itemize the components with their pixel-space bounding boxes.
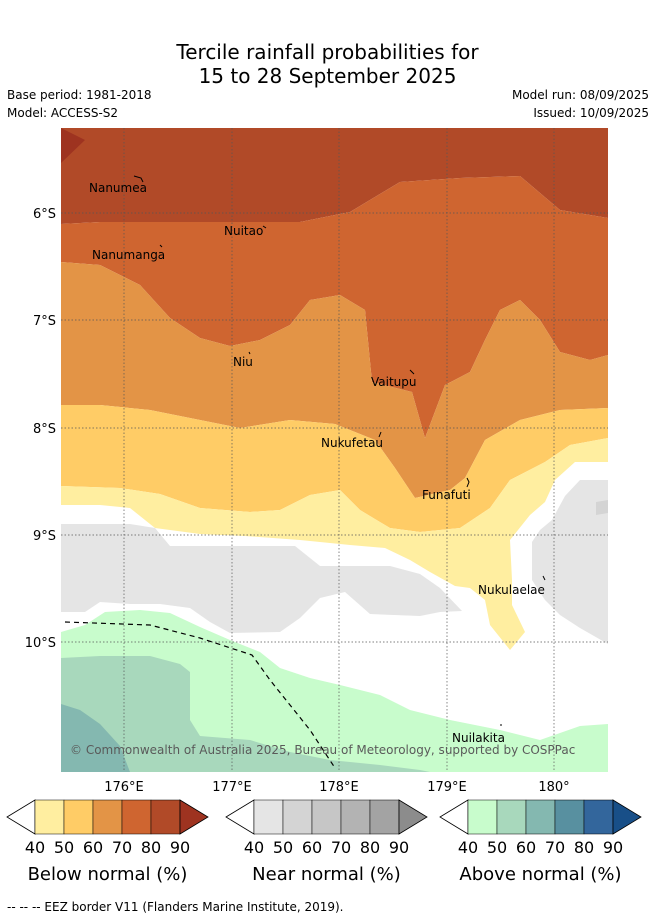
above-normal-colorbar-tick: 50 bbox=[487, 838, 507, 857]
near-normal-colorbar-high-extend bbox=[398, 799, 428, 835]
eez-footnote: -- -- -- EEZ border V11 (Flanders Marine… bbox=[7, 900, 344, 914]
above-normal-60-band bbox=[61, 704, 130, 772]
near-normal-colorbar-tick: 80 bbox=[360, 838, 380, 857]
above-normal-50-band bbox=[61, 656, 430, 772]
near-normal-40-patch-east bbox=[532, 480, 608, 644]
eez-border bbox=[64, 621, 336, 769]
lat-label-9s: 9°S bbox=[33, 529, 56, 544]
lat-label-7s: 7°S bbox=[33, 314, 56, 329]
below-normal-colorbar-high-extend bbox=[179, 799, 209, 835]
below-normal-colorbar-tick: 60 bbox=[83, 838, 103, 857]
label-nanumanga: Nanumanga bbox=[92, 248, 165, 262]
below-normal-60-band bbox=[61, 262, 608, 498]
label-nanumea: Nanumea bbox=[89, 181, 147, 195]
label-nuitao: Nuitao bbox=[224, 224, 263, 238]
near-normal-colorbar-cell bbox=[369, 799, 400, 835]
near-normal-colorbar-cell bbox=[311, 799, 342, 835]
below-normal-colorbar-cell bbox=[63, 799, 94, 835]
lon-label-176e: 176°E bbox=[104, 780, 144, 795]
near-normal-40-patch-west bbox=[61, 524, 462, 633]
below-normal-70-band bbox=[61, 176, 608, 438]
lat-label-6s: 6°S bbox=[33, 207, 56, 222]
above-normal-colorbar-tick: 70 bbox=[545, 838, 565, 857]
below-normal-80-band bbox=[61, 128, 608, 224]
below-normal-colorbar: 40 50 60 70 80 90 Below normal (%) bbox=[6, 799, 209, 885]
below-normal-colorbar-tick: 40 bbox=[25, 838, 45, 857]
colorbar-group: 40 50 60 70 80 90 Below normal (%) 40 50 60 70 80 90… bbox=[6, 799, 642, 885]
lat-label-10s: 10°S bbox=[25, 636, 56, 651]
near-normal-colorbar-cell bbox=[340, 799, 371, 835]
below-normal-40-band bbox=[61, 438, 608, 650]
label-vaitupu: Vaitupu bbox=[371, 375, 417, 389]
above-normal-colorbar-tick: 90 bbox=[603, 838, 623, 857]
near-normal-colorbar-tick: 70 bbox=[331, 838, 351, 857]
map-title: Tercile rainfall probabilities for 15 to… bbox=[0, 40, 655, 88]
below-normal-colorbar-tick: 90 bbox=[170, 838, 190, 857]
below-normal-colorbar-tick: 50 bbox=[54, 838, 74, 857]
label-nukulaelae: Nukulaelae bbox=[478, 583, 545, 597]
near-normal-colorbar-tick: 90 bbox=[389, 838, 409, 857]
label-nukufetau: Nukufetau bbox=[321, 436, 383, 450]
near-normal-colorbar-tick: 60 bbox=[302, 838, 322, 857]
near-normal-colorbar: 40 50 60 70 80 90 Near normal (%) bbox=[225, 799, 428, 885]
label-niu: Niu bbox=[233, 355, 253, 369]
above-normal-colorbar-tick: 80 bbox=[574, 838, 594, 857]
graticule bbox=[61, 128, 608, 772]
above-normal-colorbar-low-extend bbox=[439, 799, 469, 835]
base-period: Base period: 1981-2018 bbox=[7, 88, 152, 102]
latitude-labels: 6°S 7°S 8°S 9°S 10°S bbox=[25, 207, 56, 651]
title-line-1: Tercile rainfall probabilities for bbox=[176, 40, 479, 64]
map-area: Nanumea Nuitao Nanumanga Niu Vaitupu Nuk… bbox=[61, 128, 608, 772]
below-normal-50-band bbox=[61, 405, 608, 532]
label-nuilakita: Nuilakita bbox=[452, 731, 505, 745]
lon-label-178e: 178°E bbox=[319, 780, 359, 795]
below-normal-colorbar-label: Below normal (%) bbox=[28, 864, 188, 885]
near-normal-colorbar-tick: 40 bbox=[244, 838, 264, 857]
attribution: © Commonwealth of Australia 2025, Bureau… bbox=[70, 743, 575, 757]
below-normal-colorbar-tick: 70 bbox=[112, 838, 132, 857]
above-normal-colorbar-cell bbox=[525, 799, 556, 835]
islands bbox=[133, 175, 546, 726]
above-normal-colorbar: 40 50 60 70 80 90 Above normal (%) bbox=[439, 799, 642, 885]
issued-date: Issued: 10/09/2025 bbox=[533, 106, 649, 120]
above-normal-colorbar-tick: 60 bbox=[516, 838, 536, 857]
model-name: Model: ACCESS-S2 bbox=[7, 106, 119, 120]
above-normal-colorbar-tick: 40 bbox=[458, 838, 478, 857]
near-normal-50-patch bbox=[596, 500, 608, 515]
longitude-labels: 176°E 177°E 178°E 179°E 180° bbox=[104, 780, 569, 795]
lon-label-179e: 179°E bbox=[427, 780, 467, 795]
lat-label-8s: 8°S bbox=[33, 422, 56, 437]
below-normal-colorbar-cell bbox=[121, 799, 152, 835]
below-normal-colorbar-cell bbox=[92, 799, 123, 835]
place-labels: Nanumea Nuitao Nanumanga Niu Vaitupu Nuk… bbox=[89, 181, 545, 745]
near-normal-colorbar-label: Near normal (%) bbox=[252, 864, 401, 885]
lon-label-177e: 177°E bbox=[212, 780, 252, 795]
label-funafuti: Funafuti bbox=[422, 488, 471, 502]
above-normal-40-band bbox=[61, 610, 608, 772]
below-normal-90-corner bbox=[61, 128, 85, 163]
title-line-2: 15 to 28 September 2025 bbox=[198, 64, 457, 88]
near-normal-colorbar-low-extend bbox=[225, 799, 255, 835]
below-normal-colorbar-tick: 80 bbox=[141, 838, 161, 857]
near-normal-colorbar-cell bbox=[253, 799, 284, 835]
above-normal-colorbar-high-extend bbox=[612, 799, 642, 835]
above-normal-colorbar-label: Above normal (%) bbox=[459, 864, 621, 885]
above-normal-colorbar-cell bbox=[583, 799, 614, 835]
lon-label-180: 180° bbox=[538, 780, 569, 795]
below-normal-colorbar-cell bbox=[34, 799, 65, 835]
above-normal-colorbar-cell bbox=[554, 799, 585, 835]
below-normal-colorbar-low-extend bbox=[6, 799, 36, 835]
model-run: Model run: 08/09/2025 bbox=[511, 88, 649, 102]
above-normal-colorbar-cell bbox=[496, 799, 527, 835]
above-normal-colorbar-cell bbox=[467, 799, 498, 835]
near-normal-colorbar-cell bbox=[282, 799, 313, 835]
below-normal-colorbar-cell bbox=[150, 799, 181, 835]
near-normal-colorbar-tick: 50 bbox=[273, 838, 293, 857]
